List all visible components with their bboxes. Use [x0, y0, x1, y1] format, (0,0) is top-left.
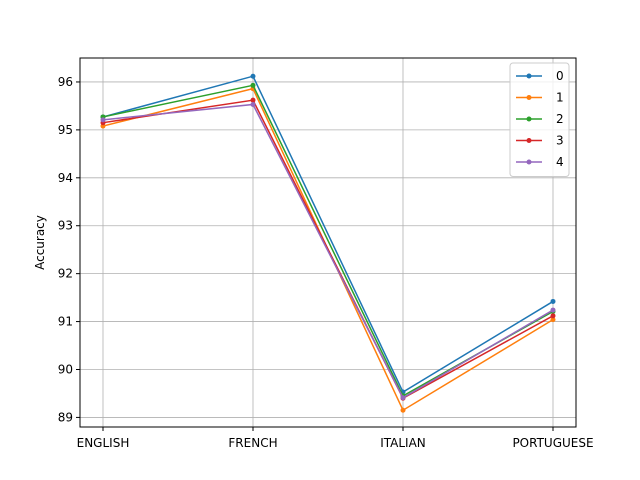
data-point [100, 117, 106, 123]
y-tick-label: 93 [58, 219, 73, 233]
legend: 0 1 2 3 4 [509, 62, 570, 177]
series-4 [100, 101, 556, 401]
x-tick-label: ITALIAN [380, 436, 426, 450]
data-point [550, 307, 556, 313]
legend-marker [526, 138, 532, 143]
legend-item-0: 0 [516, 69, 564, 83]
data-point [400, 407, 406, 413]
axis-ticks: ENGLISH FRENCH ITALIAN PORTUGUESE 89 90 91 92 93… [58, 75, 594, 450]
legend-label: 4 [556, 155, 564, 169]
legend-label: 0 [556, 69, 564, 83]
data-point [250, 97, 256, 103]
legend-marker [526, 73, 532, 79]
data-point [550, 313, 556, 319]
legend-marker [526, 159, 532, 165]
legend-item-3: 3 [516, 134, 564, 148]
legend-label: 2 [556, 112, 564, 126]
y-tick-label: 94 [58, 171, 73, 185]
legend-marker [526, 95, 532, 100]
data-point [550, 298, 556, 304]
data-point [250, 73, 256, 79]
legend-item-4: 4 [516, 155, 564, 169]
x-tick-label: FRENCH [228, 436, 277, 450]
data-point [250, 82, 256, 88]
y-axis-label: Accuracy [33, 215, 47, 270]
series-lines [100, 73, 556, 413]
x-tick-label: PORTUGUESE [512, 436, 593, 450]
y-tick-label: 95 [58, 123, 73, 137]
y-tick-label: 89 [58, 410, 73, 424]
y-tick-label: 92 [58, 267, 73, 281]
legend-label: 1 [556, 91, 564, 105]
series-line [102, 75, 554, 394]
data-point [400, 395, 406, 401]
axes-frame [79, 57, 577, 428]
legend-marker [526, 116, 532, 122]
y-tick-label: 90 [58, 362, 73, 376]
data-point [250, 101, 256, 107]
grid-lines [80, 58, 576, 427]
x-tick-label: ENGLISH [77, 436, 130, 450]
legend-item-2: 2 [516, 112, 564, 126]
legend-label: 3 [556, 134, 564, 148]
y-tick-label: 96 [58, 75, 73, 89]
y-tick-label: 91 [58, 315, 73, 329]
series-line [102, 103, 554, 399]
data-point [550, 317, 556, 323]
legend-item-1: 1 [516, 91, 564, 105]
